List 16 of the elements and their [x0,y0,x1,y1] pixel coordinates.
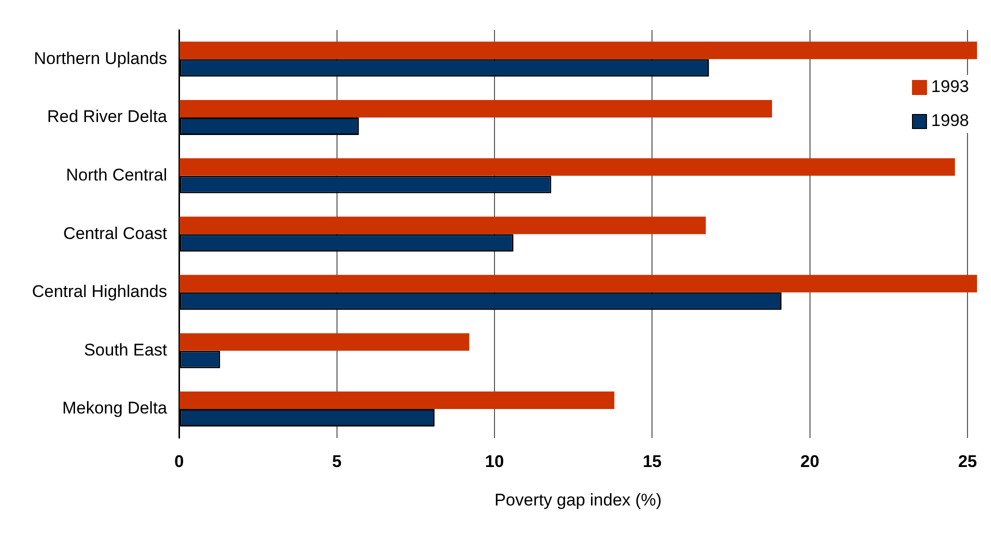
x-tick-label: 10 [485,452,504,472]
y-tick-label: Central Coast [63,224,168,243]
y-tick-label: Central Highlands [32,282,168,302]
y-tick-label: Mekong Delta [62,398,168,418]
legend-label: 1998 [931,111,969,131]
x-axis-title: Poverty gap index (%) [494,490,662,510]
x-tick-label: 25 [958,452,978,472]
x-tick-label: 0 [174,452,184,472]
x-tick-label: 5 [332,452,342,472]
y-tick-label: North Central [66,165,168,184]
legend-label: 1993 [931,77,969,97]
x-tick-label: 20 [800,452,820,472]
y-tick-label: South East [84,340,168,360]
y-tick-label: Red River Delta [47,107,168,126]
y-tick-label: Northern Uplands [34,48,168,68]
x-tick-label: 15 [642,452,662,472]
